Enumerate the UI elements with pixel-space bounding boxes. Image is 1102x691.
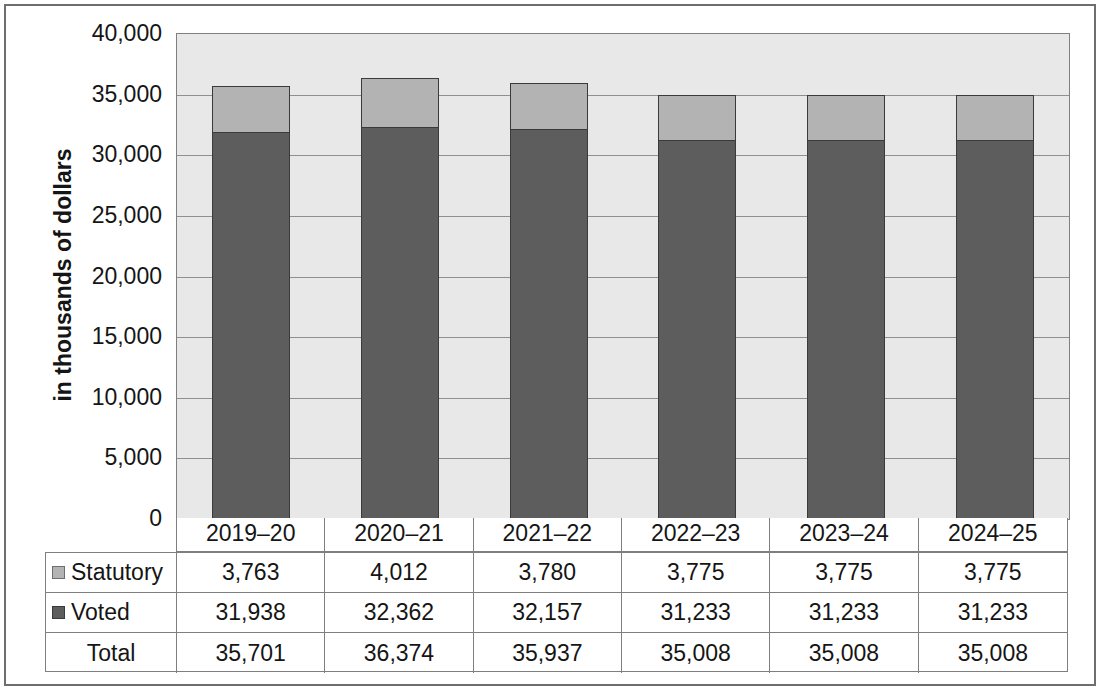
y-tick-label: 0 xyxy=(20,503,162,533)
x-axis-category-row: 2019–202020–212021–222022–232023–242024–… xyxy=(176,518,1068,552)
legend-label: Total xyxy=(87,640,136,667)
bar-segment-statutory-2024–25 xyxy=(956,95,1034,141)
x-axis-category-label: 2020–21 xyxy=(325,518,473,551)
x-axis-category-label: 2024–25 xyxy=(919,518,1067,551)
major-gridline xyxy=(177,95,1069,96)
legend-swatch-statutory-icon xyxy=(52,566,65,579)
table-value-cell: 3,780 xyxy=(474,553,622,593)
table-value-cell: 31,938 xyxy=(177,593,325,633)
table-value-cell: 35,701 xyxy=(177,633,325,673)
y-tick-label: 5,000 xyxy=(20,442,162,472)
table-row-label-total: Total xyxy=(46,633,177,673)
bar-segment-voted-2019–20 xyxy=(212,132,290,519)
data-table: Statutory3,7634,0123,7803,7753,7753,775V… xyxy=(45,552,1068,672)
x-axis-category-label: 2021–22 xyxy=(474,518,622,551)
table-value-cell: 3,775 xyxy=(770,553,918,593)
table-value-cell: 31,233 xyxy=(770,593,918,633)
major-gridline xyxy=(177,277,1069,278)
plot-area xyxy=(176,33,1070,520)
table-value-cell: 35,008 xyxy=(622,633,770,673)
table-value-cell: 3,775 xyxy=(622,553,770,593)
legend-label: Voted xyxy=(71,599,130,626)
y-tick-label: 30,000 xyxy=(20,139,162,169)
bar-segment-statutory-2021–22 xyxy=(510,83,588,129)
y-tick-label: 35,000 xyxy=(20,79,162,109)
y-tick-label: 15,000 xyxy=(20,321,162,351)
legend-label: Statutory xyxy=(71,559,163,586)
x-axis-category-label: 2019–20 xyxy=(177,518,325,551)
table-value-cell: 32,157 xyxy=(474,593,622,633)
table-row-label-voted: Voted xyxy=(46,593,177,633)
major-gridline xyxy=(177,458,1069,459)
table-value-cell: 4,012 xyxy=(325,553,473,593)
legend-swatch-voted-icon xyxy=(52,606,65,619)
table-value-cell: 32,362 xyxy=(325,593,473,633)
bar-segment-voted-2024–25 xyxy=(956,140,1034,519)
major-gridline xyxy=(177,337,1069,338)
major-gridline xyxy=(177,155,1069,156)
bar-segment-voted-2022–23 xyxy=(658,140,736,519)
table-value-cell: 35,008 xyxy=(770,633,918,673)
bar-segment-statutory-2023–24 xyxy=(807,95,885,141)
expenditure-chart-page: in thousands of dollars 05,00010,00015,0… xyxy=(0,0,1102,691)
bar-segment-statutory-2020–21 xyxy=(361,78,439,127)
table-value-cell: 31,233 xyxy=(919,593,1067,633)
major-gridline xyxy=(177,216,1069,217)
bar-segment-statutory-2019–20 xyxy=(212,86,290,132)
x-axis-category-label: 2023–24 xyxy=(770,518,918,551)
table-row-label-statutory: Statutory xyxy=(46,553,177,593)
x-axis-category-label: 2022–23 xyxy=(622,518,770,551)
y-tick-label: 20,000 xyxy=(20,261,162,291)
table-value-cell: 3,775 xyxy=(919,553,1067,593)
table-value-cell: 36,374 xyxy=(325,633,473,673)
table-value-cell: 3,763 xyxy=(177,553,325,593)
bar-segment-voted-2023–24 xyxy=(807,140,885,519)
y-tick-label: 10,000 xyxy=(20,382,162,412)
table-value-cell: 31,233 xyxy=(622,593,770,633)
bar-segment-voted-2021–22 xyxy=(510,129,588,519)
bar-segment-voted-2020–21 xyxy=(361,127,439,519)
y-tick-label: 25,000 xyxy=(20,200,162,230)
table-value-cell: 35,937 xyxy=(474,633,622,673)
y-tick-label: 40,000 xyxy=(20,18,162,48)
table-value-cell: 35,008 xyxy=(919,633,1067,673)
major-gridline xyxy=(177,398,1069,399)
y-axis-tick-labels: 05,00010,00015,00020,00025,00030,00035,0… xyxy=(20,33,162,518)
bar-segment-statutory-2022–23 xyxy=(658,95,736,141)
